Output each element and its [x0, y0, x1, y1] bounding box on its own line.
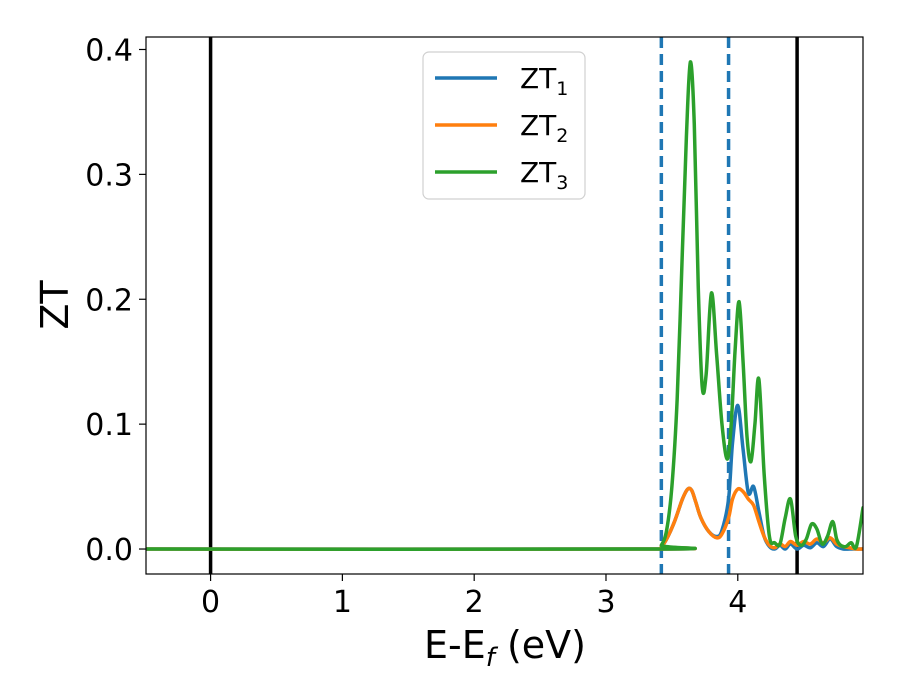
series-line-zt3 [146, 60, 863, 552]
y-tick-label: 0.4 [85, 33, 133, 68]
y-tick-label: 0.3 [85, 158, 133, 193]
x-tick-label: 2 [465, 585, 484, 620]
legend-label-zt1: ZT1 [520, 62, 568, 100]
x-tick-label: 4 [728, 585, 747, 620]
x-tick-label: 1 [333, 585, 352, 620]
legend-box [422, 51, 586, 200]
y-axis-title: ZT [33, 280, 77, 330]
plot-area [146, 37, 863, 574]
plot-frame [145, 36, 864, 575]
y-tick-label: 0.1 [85, 408, 133, 443]
y-tick-label: 0.0 [85, 533, 133, 568]
legend-label-zt2: ZT2 [520, 109, 568, 147]
x-axis-title: E-Ef (eV) [424, 623, 586, 673]
x-tick-label: 0 [201, 585, 220, 620]
legend-label-zt3: ZT3 [520, 156, 568, 194]
x-tick-label: 3 [596, 585, 615, 620]
legend: ZT1 ZT2 ZT3 [422, 51, 586, 200]
y-tick-label: 0.2 [85, 283, 133, 318]
